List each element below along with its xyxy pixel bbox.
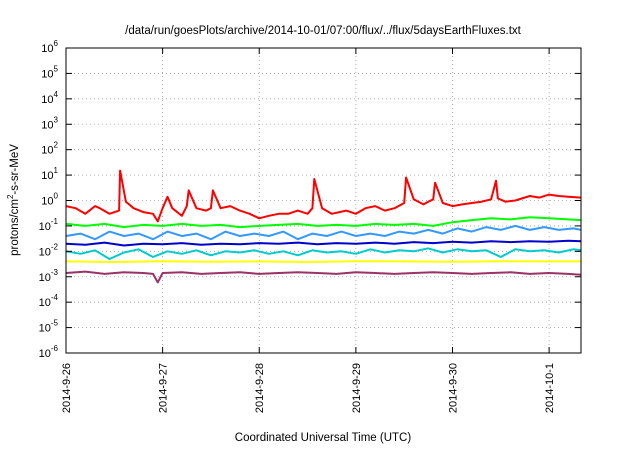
y-axis-label-sup: 2 <box>6 194 15 199</box>
y-tick-label: 105 <box>41 64 58 80</box>
x-axis-ticks: 2014-9-26 2014-9-27 2014-9-28 2014-9-29 2014… <box>61 48 556 413</box>
y-tick-exponent: -3 <box>51 268 59 277</box>
y-tick-exponent: 5 <box>54 64 59 73</box>
y-tick-exponent: -2 <box>51 242 59 251</box>
y-tick-base: 10 <box>41 43 53 55</box>
y-tick-exponent: -5 <box>51 319 59 328</box>
y-tick-base: 10 <box>39 246 51 258</box>
y-tick-base: 10 <box>41 196 53 208</box>
y-tick-base: 10 <box>39 221 51 233</box>
y-tick-base: 10 <box>39 272 51 284</box>
series-line-4 <box>65 239 582 247</box>
y-axis-label: protons/cm2-s-sr-MeV <box>6 144 21 256</box>
x-tick-label: 2014-9-28 <box>254 363 266 413</box>
y-axis-label-suffix: -s-sr-MeV <box>9 144 21 195</box>
series-line-1 <box>65 169 582 223</box>
y-tick-exponent: 6 <box>54 39 59 48</box>
y-tick-label: 106 <box>41 39 58 55</box>
y-tick-base: 10 <box>39 297 51 309</box>
y-tick-base: 10 <box>41 94 53 106</box>
y-tick-label: 104 <box>41 90 58 106</box>
y-tick-label: 10-3 <box>39 268 59 284</box>
series-lines <box>65 169 582 284</box>
y-tick-exponent: 3 <box>54 115 59 124</box>
series-line-6 <box>65 260 581 263</box>
y-tick-exponent: 4 <box>54 90 59 99</box>
y-tick-exponent: 1 <box>54 166 59 175</box>
y-axis-label-prefix: protons/cm <box>9 199 21 256</box>
y-tick-label: 10-2 <box>39 242 59 258</box>
chart-title: /data/run/goesPlots/archive/2014-10-01/0… <box>125 25 521 37</box>
x-tick-label: 2014-10-1 <box>544 363 556 413</box>
series-line-5 <box>65 247 582 260</box>
y-tick-exponent: 2 <box>54 141 59 150</box>
y-tick-label: 10-1 <box>39 217 59 233</box>
y-tick-base: 10 <box>41 119 53 131</box>
y-tick-exponent: -4 <box>51 293 59 302</box>
y-tick-base: 10 <box>39 348 51 360</box>
y-tick-base: 10 <box>41 170 53 182</box>
x-axis-label: Coordinated Universal Time (UTC) <box>235 432 412 444</box>
y-tick-label: 100 <box>41 192 58 208</box>
series-line-7 <box>65 270 582 284</box>
x-tick-label: 2014-9-30 <box>447 363 459 413</box>
y-tick-label: 101 <box>41 166 58 182</box>
y-tick-base: 10 <box>41 145 53 157</box>
y-tick-exponent: -6 <box>51 344 59 353</box>
series-line-3 <box>65 224 582 241</box>
y-tick-exponent: -1 <box>51 217 59 226</box>
x-tick-label: 2014-9-27 <box>158 363 170 413</box>
y-tick-label: 10-6 <box>39 344 59 360</box>
series-line-2 <box>65 216 582 229</box>
x-tick-label: 2014-9-26 <box>61 363 73 413</box>
y-tick-base: 10 <box>39 323 51 335</box>
x-tick-label: 2014-9-29 <box>351 363 363 413</box>
y-axis-ticks: 10-610-510-410-310-210-11001011021031041… <box>39 39 581 360</box>
y-tick-base: 10 <box>41 68 53 80</box>
grid-lines <box>66 48 581 353</box>
y-tick-label: 10-5 <box>39 319 59 335</box>
y-tick-label: 102 <box>41 141 58 157</box>
y-tick-exponent: 0 <box>54 192 59 201</box>
y-tick-label: 103 <box>41 115 58 131</box>
y-tick-label: 10-4 <box>39 293 59 309</box>
